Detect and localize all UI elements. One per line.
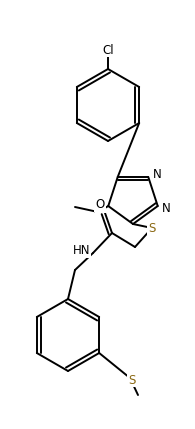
- Text: N: N: [96, 199, 105, 212]
- Text: S: S: [128, 374, 136, 387]
- Text: O: O: [95, 199, 105, 211]
- Text: S: S: [148, 221, 156, 235]
- Text: N: N: [153, 169, 162, 181]
- Text: HN: HN: [73, 245, 90, 257]
- Text: N: N: [162, 202, 171, 214]
- Text: Cl: Cl: [102, 43, 114, 57]
